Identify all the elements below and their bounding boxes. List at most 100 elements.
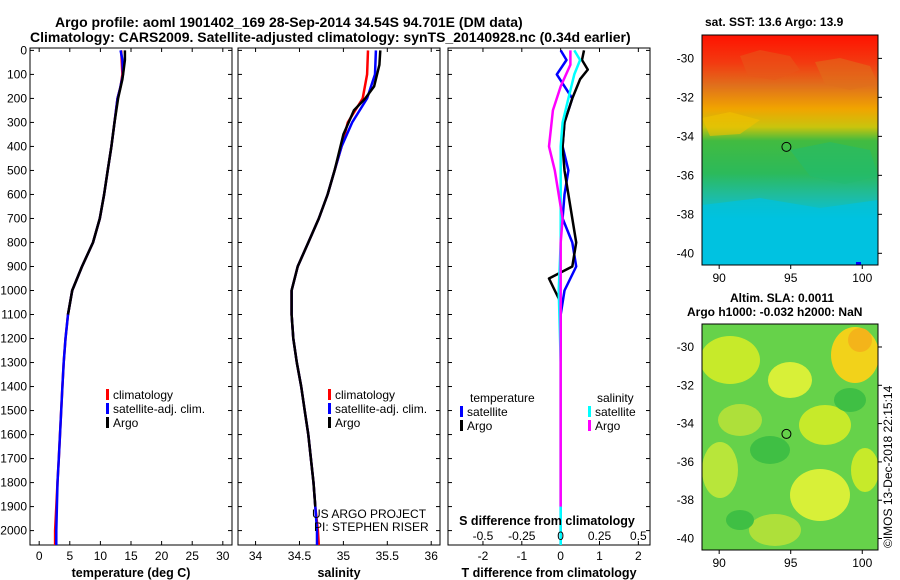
sst-warm-patch [740,50,800,80]
figure-title-line2: Climatology: CARS2009. Satellite-adjuste… [30,29,631,45]
y-tick-label: 1100 [1,308,27,322]
y-tick-label: 900 [7,259,27,273]
legend-label: satellite [595,405,636,419]
legend-swatch [328,417,331,428]
sst-data-gap [856,262,861,265]
y-tick-label: 1700 [0,452,27,466]
x-tick-label: 35.5 [376,549,400,563]
plot-frame [237,47,441,546]
x-tick-label: 0 [557,549,564,563]
map-x-tick-label: 100 [852,271,872,285]
difference-panel: -2 -1 0 1 2 T difference from climatology temp… [447,47,651,580]
sla-map-title-line2: Argo h1000: -0.032 h2000: NaN [687,305,862,319]
legend-title: temperature [470,391,535,405]
map-x-tick-label: 95 [784,556,798,570]
x-tick-label: 36 [425,549,439,563]
map-y-tick-label: -38 [677,207,695,221]
x-tick-label: 30 [216,549,230,563]
credit-project: US ARGO PROJECT [312,507,427,521]
map-y-tick-label: -36 [677,455,695,469]
figure-title-line1: Argo profile: aoml 1901402_169 28-Sep-20… [55,14,523,30]
sst-cyan-patch [702,198,878,265]
x-tick-label: -2 [478,549,489,563]
x-tick-label: 1 [596,549,603,563]
x-tick-label: 2 [635,549,642,563]
map-y-tick-label: -40 [677,246,695,260]
legend-label: Argo [595,419,621,433]
sla-blob [851,448,878,492]
series-line-climatology [290,50,370,545]
map-y-tick-label: -34 [677,129,695,143]
map-x-tick-label: 90 [712,271,726,285]
map-y-tick-label: -30 [677,340,695,354]
series-line-s-argo [547,50,572,507]
x-tick-label: 5 [66,549,73,563]
x-tick-label: 20 [155,549,169,563]
top-tick-label: 0.25 [588,529,612,543]
x-tick-label: 35 [337,549,351,563]
map-y-tick-label: -30 [677,51,695,65]
sla-low [834,388,866,412]
top-tick-label: -0.25 [508,529,536,543]
y-tick-label: 1200 [0,332,27,346]
x-tick-label: -1 [516,549,527,563]
sla-blob [702,336,760,384]
legend-label: Argo [467,419,493,433]
y-tick-label: 1600 [0,428,27,442]
sst-map-frame [701,34,879,266]
legend-swatch [588,420,591,431]
y-tick-label: 0 [20,43,27,57]
legend-swatch [106,389,109,400]
sst-green-patch [790,142,878,184]
legend-swatch [460,406,463,417]
y-tick-label: 1400 [0,380,27,394]
legend-swatch [106,417,109,428]
legend-swatch [106,403,109,414]
sla-blob [749,514,801,546]
map-y-tick-label: -32 [677,90,695,104]
x-tick-label: 34 [249,549,263,563]
x-tick-label: 15 [124,549,138,563]
top-tick-label: 0 [557,529,564,543]
y-tick-label: 400 [7,139,27,153]
x-tick-label: 0 [36,549,43,563]
legend-swatch [328,403,331,414]
sla-map-frame [701,323,879,551]
plot-frame [447,47,651,546]
series-line-t-argo [547,50,590,315]
y-tick-label: 300 [7,115,27,129]
x-tick-label: 25 [186,549,200,563]
sla-map: Altim. SLA: 0.0011 Argo h1000: -0.032 h2… [677,291,882,570]
map-y-tick-label: -32 [677,378,695,392]
sst-map-title: sat. SST: 13.6 Argo: 13.9 [705,15,844,29]
sla-map-axes: 90 95 100 -30 -32 -34 -36 -38 -40 [677,340,882,570]
legend-label: Argo [113,416,139,430]
sla-blob [702,442,738,498]
sla-low [750,436,790,464]
map-x-tick-label: 100 [852,556,872,570]
legend-label: Argo [335,416,361,430]
sst-map-axes: 90 95 100 -30 -32 -34 -36 -38 -40 [677,51,882,285]
x-axis-label: temperature (deg C) [72,566,191,580]
map-y-tick-label: -36 [677,168,695,182]
y-tick-label: 1900 [0,500,27,514]
y-tick-label: 200 [7,91,27,105]
x-axis-label: salinity [317,566,360,580]
y-tick-label: 500 [7,163,27,177]
legend-swatch [588,406,591,417]
temperature-panel: 0100200300400500600700800900100011001200… [0,43,233,580]
x-tick-label: 34.5 [288,549,312,563]
top-tick-label: 0.5 [630,529,647,543]
map-y-tick-label: -38 [677,493,695,507]
legend-label: satellite-adj. clim. [113,402,205,416]
legend-label: satellite-adj. clim. [335,402,427,416]
sst-map: sat. SST: 13.6 Argo: 13.9 90 95 100 -30 -32 -… [677,15,882,285]
sla-blob [848,328,872,352]
sla-blob [790,469,850,521]
sla-argo-location-marker [781,428,792,439]
sla-map-title-line1: Altim. SLA: 0.0011 [730,291,834,305]
legend-title: salinity [597,391,634,405]
y-tick-label: 100 [7,67,27,81]
series-line-climatology [53,50,124,545]
sla-blob [718,404,762,436]
